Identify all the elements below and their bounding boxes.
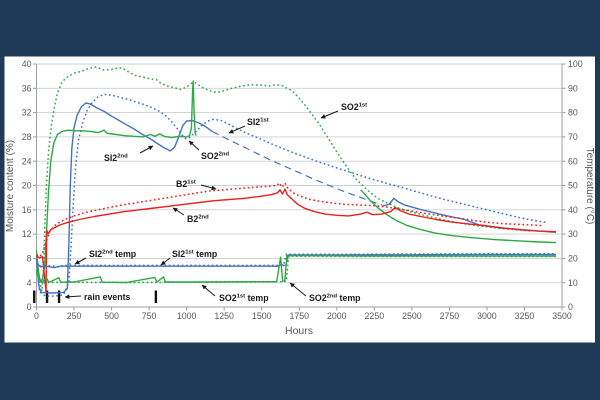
axes: [33, 63, 566, 311]
annotation-label-rain-events: rain events: [84, 292, 131, 302]
annotation-arrow-si2-2nd-temp: [74, 257, 87, 265]
annotation-label-b2-2nd: B22nd: [187, 214, 209, 224]
annotation-label-so2-2nd-temp: SO22nd temp: [309, 293, 361, 303]
annotation-arrow-so2-2nd-temp: [289, 282, 307, 297]
annotation-arrow-rain-events: [64, 294, 82, 300]
y-right-tick-label: 90: [568, 83, 578, 93]
y-right-tick-label: 30: [568, 229, 578, 239]
tick-labels: 0 4 8 12 16 20 24 28 32 36 40 0 10 20 30 40 50 60 70 80 90 10…: [22, 59, 583, 321]
y-right-tick-label: 70: [568, 132, 578, 142]
y-right-tick-label: 50: [568, 181, 578, 191]
annotation-arrow-si2-1st-temp: [160, 257, 171, 266]
y-right-tick-label: 60: [568, 156, 578, 166]
series-b2-1st: [36, 182, 542, 258]
series-si2-2nd-temp: [35, 253, 556, 269]
annotation-label-si2-1st-temp: SI21st temp: [172, 249, 218, 259]
annotation-arrow-si2-1st: [228, 125, 246, 134]
x-tick-label: 1750: [289, 311, 309, 321]
annotation-arrow-so2-1st-temp: [201, 284, 216, 297]
x-tick-label: 750: [142, 311, 157, 321]
y-left-tick-label: 20: [22, 181, 32, 191]
annotation-arrow-b2-1st: [200, 184, 217, 191]
series-so2-2nd: [360, 189, 557, 244]
x-tick-label: 500: [104, 311, 119, 321]
annotation-label-so2-1st: SO21st: [341, 102, 367, 112]
annotation-label-so2-1st-temp: SO21st temp: [219, 293, 269, 303]
series-lines: [35, 66, 557, 297]
annotation-label-si2-2nd: SI22nd: [104, 153, 128, 163]
series-so2-2nd-temp: [35, 255, 556, 284]
annotation-label-so2-2nd: SO22nd: [201, 151, 229, 161]
x-tick-label: 2500: [402, 311, 422, 321]
y-right-tick-label: 100: [568, 59, 583, 69]
y-left-tick-label: 36: [22, 83, 32, 93]
annotation-label-si2-2nd-temp: SI22nd temp: [89, 249, 137, 259]
annotation-label-b2-1st: B21st: [176, 179, 196, 189]
figure-panel: [4, 56, 595, 343]
y-left-tick-label: 4: [27, 278, 32, 288]
y-right-tick-label: 0: [568, 302, 573, 312]
x-tick-label: 1500: [252, 311, 272, 321]
series-b2-2nd: [36, 188, 557, 293]
y-left-tick-label: 24: [22, 156, 32, 166]
annotation-label-si2-1st: SI21st: [247, 117, 269, 127]
y-left-tick-label: 40: [22, 59, 32, 69]
x-tick-label: 1250: [214, 311, 234, 321]
y-right-tick-label: 40: [568, 205, 578, 215]
y-left-tick-label: 28: [22, 132, 32, 142]
annotation-arrow-so2-1st: [320, 110, 339, 119]
y-right-tick-label: 20: [568, 254, 578, 264]
y-right-tick-label: 80: [568, 108, 578, 118]
x-tick-label: 2750: [440, 311, 460, 321]
series-so2-2nd: [35, 80, 197, 283]
annotation-arrow-so2-2nd: [188, 140, 200, 151]
x-tick-label: 0: [34, 311, 39, 321]
x-tick-label: 2000: [327, 311, 347, 321]
x-tick-label: 2250: [365, 311, 385, 321]
series-si2-2nd: [35, 102, 213, 294]
y-right-tick-label: 10: [568, 278, 578, 288]
x-tick-label: 250: [67, 311, 82, 321]
y-left-tick-label: 32: [22, 108, 32, 118]
annotation-arrow-b2-2nd: [172, 207, 185, 216]
x-tick-label: 3000: [477, 311, 497, 321]
y-left-tick-label: 12: [22, 229, 32, 239]
annotation-arrow-si2-2nd: [139, 145, 154, 154]
x-tick-label: 1000: [177, 311, 197, 321]
series-si2-1st-temp: [36, 253, 556, 268]
annotations: SI22nd SO22nd SI21st SO21st B21st B22nd SI22nd…: [64, 102, 367, 303]
gridlines: [36, 63, 562, 308]
x-tick-label: 3250: [515, 311, 535, 321]
y-left-tick-label: 0: [27, 302, 32, 312]
y-left-tick-label: 16: [22, 205, 32, 215]
y-left-tick-label: 8: [27, 254, 32, 264]
x-tick-label: 3500: [552, 311, 572, 321]
series-si2-2nd-interp: [211, 130, 382, 206]
